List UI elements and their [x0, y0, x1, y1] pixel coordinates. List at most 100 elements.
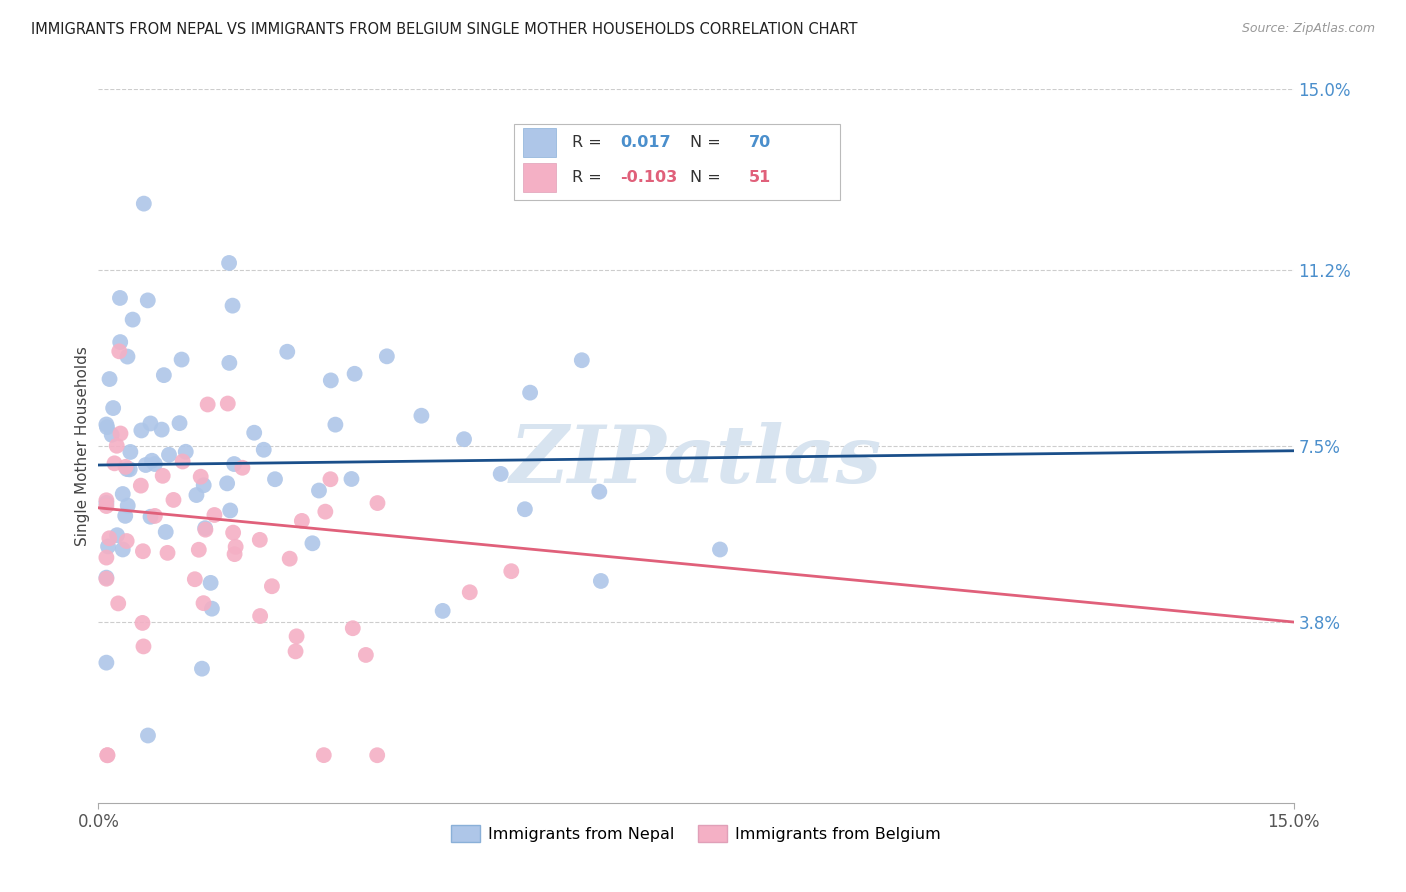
Point: [231, 460, 253, 475]
Point: [150, 423, 173, 437]
Point: [411, 409, 433, 423]
Point: [157, 448, 180, 462]
Text: ZIPatlas: ZIPatlas: [510, 422, 882, 499]
Point: [117, 350, 139, 364]
Point: [253, 442, 276, 457]
Point: [276, 344, 298, 359]
Point: [121, 312, 143, 326]
Point: [115, 462, 138, 476]
FancyBboxPatch shape: [513, 124, 841, 200]
Point: [375, 349, 398, 363]
Point: [219, 503, 242, 517]
Point: [103, 456, 125, 470]
Point: [108, 344, 131, 359]
Point: [100, 427, 122, 442]
Point: [110, 426, 132, 441]
Point: [96, 550, 118, 565]
Point: [105, 528, 128, 542]
Legend: Immigrants from Nepal, Immigrants from Belgium: Immigrants from Nepal, Immigrants from B…: [444, 819, 948, 848]
Point: [224, 547, 246, 561]
Point: [96, 493, 118, 508]
Point: [132, 544, 155, 558]
Point: [191, 662, 214, 676]
Point: [98, 531, 121, 545]
Point: [489, 467, 512, 481]
Point: [135, 458, 157, 472]
Point: [136, 729, 159, 743]
Point: [204, 508, 226, 522]
Text: 51: 51: [749, 170, 770, 186]
Point: [111, 542, 134, 557]
Point: [98, 372, 121, 386]
Point: [114, 459, 136, 474]
Point: [319, 472, 342, 486]
Point: [115, 534, 138, 549]
Point: [129, 478, 152, 492]
Point: [589, 574, 612, 588]
Point: [194, 523, 217, 537]
FancyBboxPatch shape: [523, 163, 555, 192]
Point: [222, 525, 245, 540]
Point: [218, 356, 240, 370]
Point: [107, 596, 129, 610]
Point: [152, 468, 174, 483]
Point: [709, 542, 731, 557]
Text: R =: R =: [572, 135, 607, 150]
Point: [366, 496, 388, 510]
Point: [224, 457, 246, 471]
Text: IMMIGRANTS FROM NEPAL VS IMMIGRANTS FROM BELGIUM SINGLE MOTHER HOUSEHOLDS CORREL: IMMIGRANTS FROM NEPAL VS IMMIGRANTS FROM…: [31, 22, 858, 37]
Point: [139, 509, 162, 524]
Point: [571, 353, 593, 368]
Point: [340, 472, 363, 486]
Point: [143, 457, 166, 471]
Point: [291, 514, 314, 528]
Point: [96, 656, 118, 670]
Text: N =: N =: [690, 170, 725, 186]
Point: [453, 432, 475, 446]
Point: [184, 572, 207, 586]
Point: [96, 417, 118, 432]
Point: [354, 648, 377, 662]
Point: [105, 439, 128, 453]
Point: [111, 487, 134, 501]
Point: [243, 425, 266, 440]
Point: [342, 621, 364, 635]
Point: [217, 396, 239, 410]
Point: [225, 540, 247, 554]
Point: [260, 579, 283, 593]
Point: [197, 397, 219, 411]
Point: [96, 748, 118, 763]
Point: [186, 488, 208, 502]
Point: [170, 352, 193, 367]
Point: [131, 615, 153, 630]
Point: [131, 424, 153, 438]
Point: [96, 571, 118, 585]
Point: [108, 335, 131, 350]
FancyBboxPatch shape: [523, 128, 555, 157]
Y-axis label: Single Mother Households: Single Mother Households: [75, 346, 90, 546]
Point: [96, 499, 118, 513]
Point: [153, 368, 176, 383]
Point: [264, 472, 287, 486]
Point: [249, 533, 271, 547]
Point: [190, 469, 212, 483]
Point: [319, 373, 342, 387]
Point: [285, 629, 308, 643]
Point: [169, 416, 191, 430]
Point: [501, 564, 523, 578]
Point: [217, 476, 239, 491]
Point: [312, 748, 335, 763]
Point: [278, 551, 301, 566]
Point: [366, 748, 388, 763]
Point: [118, 462, 141, 476]
Text: Source: ZipAtlas.com: Source: ZipAtlas.com: [1241, 22, 1375, 36]
Point: [218, 256, 240, 270]
Point: [96, 496, 118, 510]
Point: [96, 420, 118, 434]
Point: [114, 508, 136, 523]
Point: [155, 524, 177, 539]
Point: [200, 575, 222, 590]
Point: [174, 444, 197, 458]
Text: R =: R =: [572, 170, 607, 186]
Point: [314, 505, 336, 519]
